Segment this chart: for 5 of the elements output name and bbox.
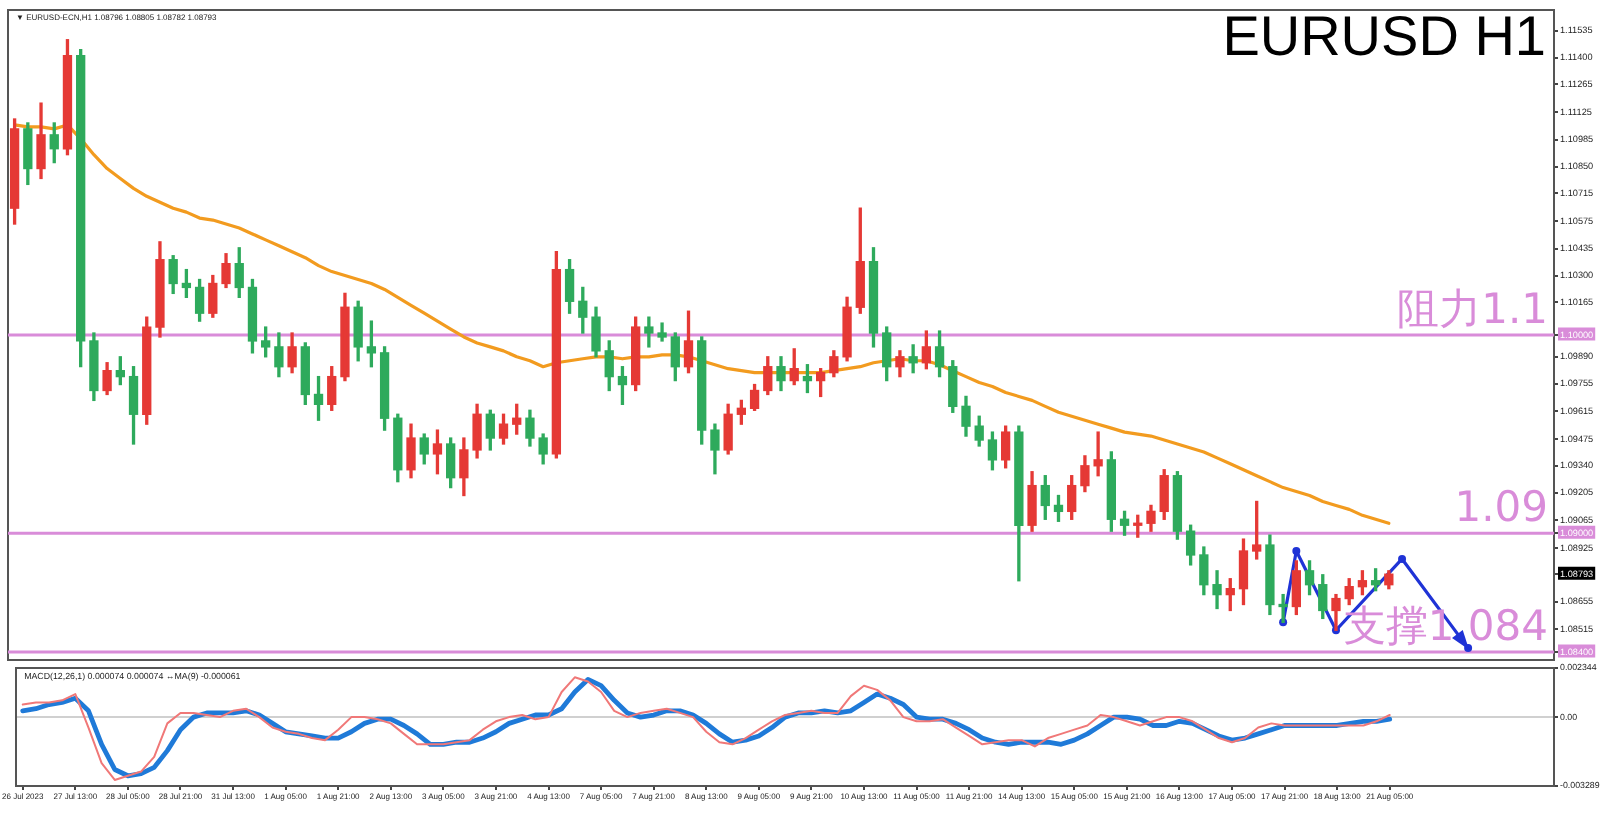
ref-line-label: 1.09 (1454, 483, 1548, 532)
point (1398, 554, 1407, 563)
point (1292, 547, 1301, 556)
chart-title: EURUSD H1 (1222, 5, 1546, 68)
ref-line-label: 阻力1.1 (1397, 284, 1548, 333)
